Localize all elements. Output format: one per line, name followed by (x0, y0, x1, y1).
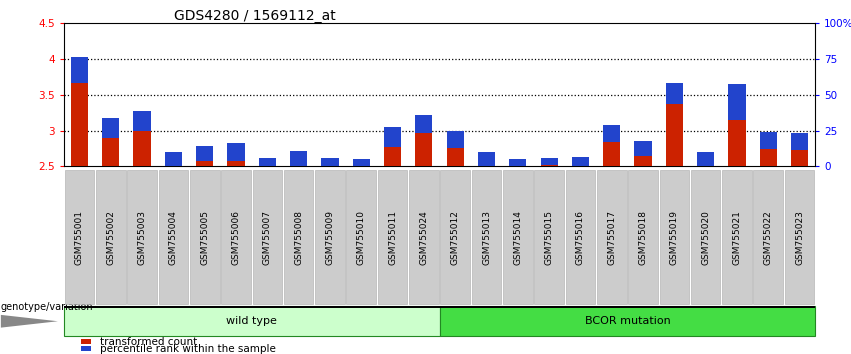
Text: GSM755013: GSM755013 (482, 210, 491, 265)
Bar (665, 82, 683, 166)
Bar (540, 158, 557, 166)
Bar (290, 150, 307, 166)
Bar (415, 115, 432, 133)
Bar (728, 84, 745, 166)
Bar (603, 125, 620, 166)
Text: GSM755014: GSM755014 (513, 210, 523, 265)
Bar (478, 152, 495, 173)
Text: GSM755019: GSM755019 (670, 210, 679, 265)
Bar (227, 143, 244, 166)
Text: GSM755010: GSM755010 (357, 210, 366, 265)
Text: percentile rank within the sample: percentile rank within the sample (100, 344, 276, 354)
Text: GSM755001: GSM755001 (75, 210, 84, 265)
Text: GSM755021: GSM755021 (733, 210, 741, 265)
Text: GSM755018: GSM755018 (638, 210, 648, 265)
Bar (791, 133, 808, 166)
Bar (322, 158, 339, 175)
Bar (227, 143, 244, 161)
Bar (259, 158, 276, 173)
Text: GSM755007: GSM755007 (263, 210, 271, 265)
Bar (635, 141, 652, 166)
Bar (509, 159, 527, 166)
Bar (71, 57, 89, 83)
Bar (635, 141, 652, 156)
Bar (540, 158, 557, 165)
Bar (259, 158, 276, 166)
Bar (603, 125, 620, 142)
Text: GSM755020: GSM755020 (701, 210, 711, 265)
Bar (791, 133, 808, 150)
Bar (165, 152, 182, 166)
Bar (697, 152, 714, 166)
Text: GSM755005: GSM755005 (200, 210, 209, 265)
Text: genotype/variation: genotype/variation (1, 302, 94, 313)
Text: GSM755006: GSM755006 (231, 210, 241, 265)
Text: GSM755002: GSM755002 (106, 210, 115, 265)
Bar (352, 159, 370, 166)
Text: GSM755022: GSM755022 (764, 210, 773, 264)
Bar (352, 159, 370, 172)
Text: GSM755016: GSM755016 (576, 210, 585, 265)
Bar (760, 132, 777, 149)
Text: GSM755011: GSM755011 (388, 210, 397, 265)
Text: BCOR mutation: BCOR mutation (585, 316, 671, 326)
Bar (165, 152, 182, 169)
Bar (572, 157, 589, 166)
Bar (509, 159, 527, 171)
Text: wild type: wild type (226, 316, 277, 326)
Bar (102, 118, 119, 166)
Bar (322, 158, 339, 166)
Bar (415, 115, 432, 166)
Text: GSM755023: GSM755023 (795, 210, 804, 265)
Bar (760, 132, 777, 166)
Bar (384, 127, 401, 147)
Bar (665, 82, 683, 104)
Bar (71, 57, 89, 166)
Text: GSM755015: GSM755015 (545, 210, 554, 265)
Bar (134, 111, 151, 166)
Bar (134, 111, 151, 131)
Bar (384, 127, 401, 166)
Bar (447, 131, 464, 148)
Text: GSM755003: GSM755003 (138, 210, 146, 265)
Text: GSM755024: GSM755024 (420, 210, 428, 264)
Text: GSM755004: GSM755004 (168, 210, 178, 265)
Text: transformed count: transformed count (100, 337, 197, 347)
Bar (572, 157, 589, 171)
Bar (447, 131, 464, 166)
Text: GDS4280 / 1569112_at: GDS4280 / 1569112_at (174, 9, 336, 23)
Bar (196, 146, 214, 166)
Bar (478, 152, 495, 166)
Polygon shape (1, 315, 58, 328)
Bar (697, 152, 714, 166)
Text: GSM755017: GSM755017 (608, 210, 616, 265)
Bar (196, 146, 214, 161)
Bar (290, 150, 307, 168)
Bar (728, 84, 745, 120)
Bar (102, 118, 119, 138)
Text: GSM755012: GSM755012 (451, 210, 460, 265)
Text: GSM755008: GSM755008 (294, 210, 303, 265)
Text: GSM755009: GSM755009 (325, 210, 334, 265)
